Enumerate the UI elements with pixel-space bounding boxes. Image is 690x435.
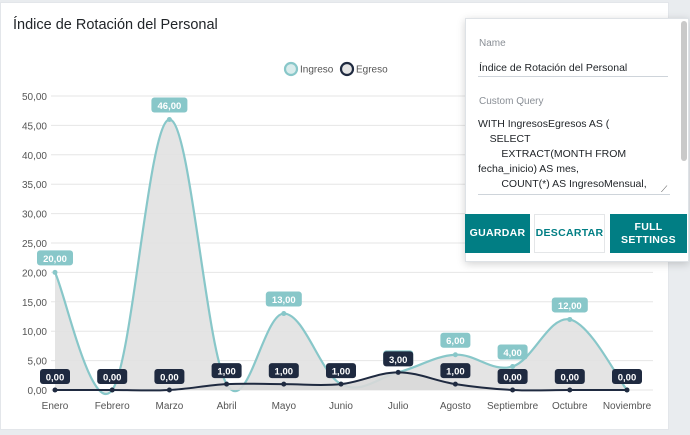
panel-scrollbar[interactable] (681, 21, 687, 161)
data-point (338, 381, 344, 387)
name-label: Name (479, 38, 506, 49)
full-settings-button[interactable]: FULL SETTINGS (610, 214, 687, 253)
data-label: 3,00 (389, 355, 408, 366)
legend-label-egreso: Egreso (356, 65, 388, 76)
data-label: 0,00 (46, 373, 65, 384)
legend-marker-egreso (339, 61, 355, 77)
data-point (567, 387, 573, 393)
y-tick-label: 30,00 (22, 210, 47, 221)
y-tick-label: 45,00 (22, 121, 47, 132)
save-button[interactable]: GUARDAR (465, 214, 530, 253)
data-label: 1,00 (275, 367, 294, 378)
data-label-bg (440, 363, 471, 379)
data-label: 0,00 (503, 373, 522, 384)
data-point (510, 363, 516, 369)
x-tick-label: Febrero (95, 401, 130, 412)
data-point (452, 352, 458, 358)
x-tick-label: Septiembre (487, 401, 539, 412)
data-label-bg (497, 369, 528, 384)
data-label-bg (268, 363, 299, 379)
data-label: 20,00 (43, 254, 67, 265)
data-point (281, 311, 287, 317)
y-tick-label: 20,00 (22, 268, 47, 279)
chart-title: Índice de Rotación del Personal (13, 17, 218, 33)
data-label-bg (151, 97, 188, 113)
data-point (510, 387, 516, 393)
data-label: 0,00 (160, 373, 179, 384)
data-label-bg (497, 344, 528, 360)
x-tick-label: Junio (329, 401, 353, 412)
y-tick-label: 40,00 (22, 151, 47, 162)
series-area-egreso (55, 372, 627, 391)
y-tick-label: 5,00 (28, 357, 48, 368)
data-label-bg (440, 332, 471, 348)
data-point (52, 269, 58, 275)
x-tick-label: Julio (388, 401, 409, 412)
data-point (166, 387, 172, 393)
data-point (109, 387, 115, 393)
data-label: 0,00 (561, 373, 580, 384)
data-label: 0,00 (103, 373, 122, 384)
x-tick-label: Marzo (156, 401, 184, 412)
data-label-bg (383, 351, 414, 367)
data-label-bg (154, 369, 185, 384)
data-point (281, 381, 287, 387)
y-tick-label: 50,00 (22, 92, 47, 103)
data-label-bg (97, 369, 128, 384)
data-label-bg (211, 363, 242, 379)
data-label-bg (37, 250, 73, 266)
data-point (452, 381, 458, 387)
data-label-bg (551, 297, 588, 313)
data-label: 4,00 (503, 348, 522, 359)
name-field[interactable] (478, 59, 668, 77)
x-tick-label: Agosto (440, 401, 472, 412)
custom-query-label: Custom Query (479, 96, 544, 107)
discard-button[interactable]: DESCARTAR (534, 214, 605, 253)
data-point (395, 369, 401, 375)
data-point (224, 381, 230, 387)
custom-query-field[interactable]: WITH IngresosEgresos AS ( SELECT EXTRACT… (478, 117, 670, 195)
data-point (52, 387, 58, 393)
data-label-bg (265, 291, 302, 307)
data-label: 6,00 (446, 336, 465, 347)
legend-marker-ingreso (283, 61, 299, 77)
data-label: 1,00 (446, 367, 465, 378)
x-tick-label: Mayo (272, 401, 297, 412)
x-tick-label: Abril (217, 401, 237, 412)
x-tick-label: Enero (42, 401, 69, 412)
data-label: 1,00 (332, 367, 351, 378)
data-label: 13,00 (272, 295, 296, 306)
data-label: 0,00 (618, 373, 637, 384)
data-point (166, 117, 172, 123)
legend-label-ingreso: Ingreso (300, 65, 334, 76)
x-tick-label: Octubre (552, 401, 588, 412)
data-label: 12,00 (558, 301, 582, 312)
data-point (624, 387, 630, 393)
y-tick-label: 15,00 (22, 298, 47, 309)
y-tick-label: 25,00 (22, 239, 47, 250)
y-tick-label: 0,00 (28, 386, 48, 397)
data-label-bg (40, 369, 70, 384)
data-label-bg (612, 369, 642, 384)
y-tick-label: 10,00 (22, 327, 47, 338)
series-area-ingreso (55, 119, 627, 394)
x-tick-label: Noviembre (603, 401, 652, 412)
resize-handle-icon[interactable]: ⟋ (661, 184, 668, 194)
data-label-bg (326, 363, 356, 379)
data-point (567, 316, 573, 322)
data-label: 46,00 (158, 101, 182, 112)
data-label-bg (554, 369, 585, 384)
data-label: 1,00 (217, 367, 236, 378)
settings-panel: Name Custom Query WITH IngresosEgresos A… (465, 18, 689, 262)
y-tick-label: 35,00 (22, 180, 47, 191)
